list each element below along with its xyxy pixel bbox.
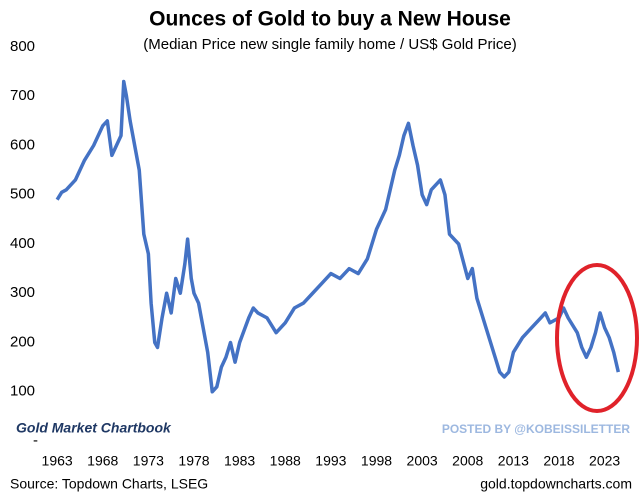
- source: Source: Topdown Charts, LSEG: [10, 476, 208, 492]
- x-tick-label: 1993: [315, 453, 346, 469]
- x-tick-label: 1978: [178, 453, 209, 469]
- y-tick-label: -: [33, 432, 38, 449]
- x-tick-label: 1998: [361, 453, 392, 469]
- x-tick-label: 1983: [224, 453, 255, 469]
- chart-title: Ounces of Gold to buy a New House: [149, 8, 511, 31]
- y-tick-label: 800: [10, 38, 35, 55]
- y-tick-label: 400: [10, 235, 35, 252]
- y-tick-label: 700: [10, 87, 35, 104]
- x-tick-label: 2008: [452, 453, 483, 469]
- y-tick-label: 600: [10, 136, 35, 153]
- highlight-ellipse: [555, 263, 639, 413]
- x-tick-label: 2018: [543, 453, 574, 469]
- watermark: POSTED BY @KOBEISSILETTER: [442, 422, 631, 436]
- data-line: [55, 79, 621, 394]
- y-tick-label: 200: [10, 333, 35, 350]
- y-tick-label: 500: [10, 186, 35, 203]
- x-tick-label: 2003: [407, 453, 438, 469]
- x-tick-label: 2013: [498, 453, 529, 469]
- y-tick-label: 300: [10, 284, 35, 301]
- x-tick-label: 2023: [589, 453, 620, 469]
- x-tick-label: 1963: [42, 453, 73, 469]
- website: gold.topdowncharts.com: [480, 476, 632, 492]
- brand: Gold Market Chartbook: [16, 420, 172, 436]
- y-tick-label: 100: [10, 383, 35, 400]
- x-tick-label: 1973: [133, 453, 164, 469]
- x-tick-label: 1968: [87, 453, 118, 469]
- chart-subtitle: (Median Price new single family home / U…: [143, 36, 516, 53]
- x-tick-label: 1988: [270, 453, 301, 469]
